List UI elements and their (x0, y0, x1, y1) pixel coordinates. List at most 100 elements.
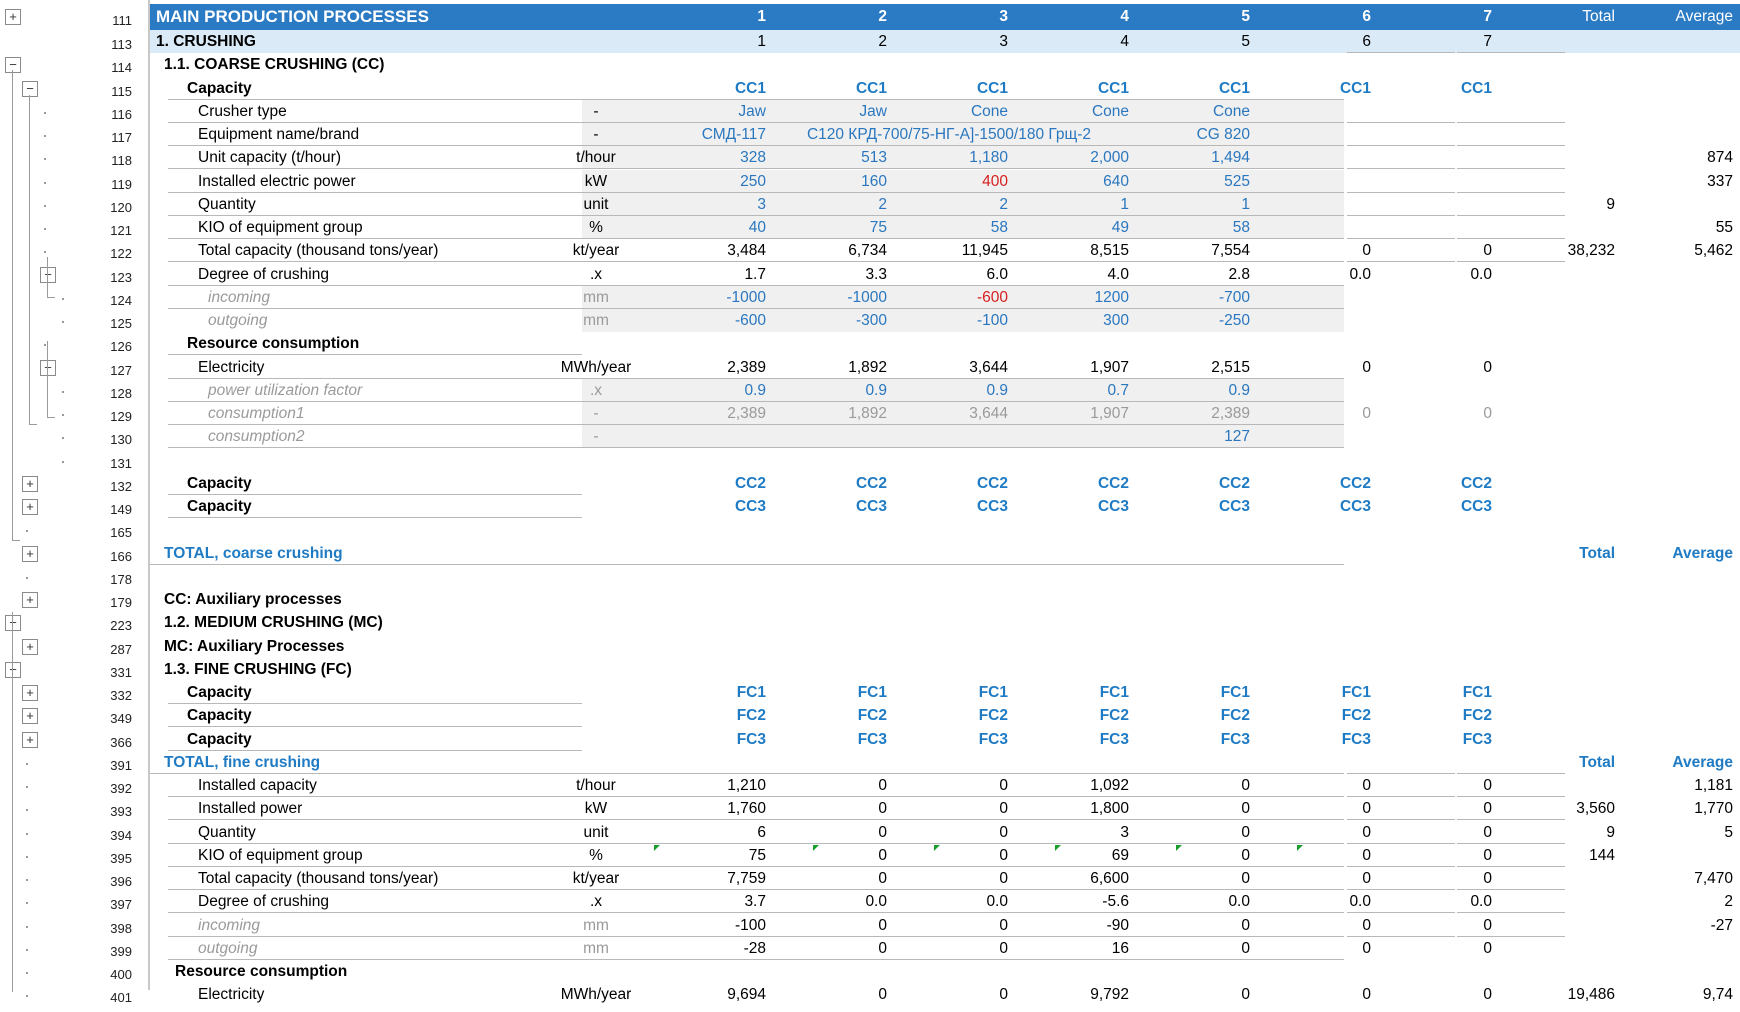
value-cell-col-6[interactable] (1253, 123, 1371, 146)
value-cell-col-2[interactable]: 3.3 (865, 265, 887, 283)
error-indicator-icon[interactable] (654, 844, 660, 851)
row-number[interactable]: 349 (110, 711, 132, 727)
value-cell-col-2[interactable]: -300 (855, 312, 887, 329)
unit-cell[interactable]: % (589, 846, 603, 864)
value-cell-col-3[interactable]: 6.0 (986, 265, 1008, 283)
value-cell-col-2[interactable]: 0 (878, 986, 887, 1004)
unit-cell[interactable]: - (593, 405, 599, 422)
value-cell-col-2[interactable]: 0 (878, 800, 887, 818)
unit-cell[interactable]: mm (583, 916, 609, 934)
value-cell-col-6[interactable]: 0 (1362, 405, 1371, 422)
value-cell-col-7[interactable] (1374, 123, 1492, 146)
unit-cell[interactable]: - (593, 428, 599, 446)
expand-plus-icon[interactable]: + (22, 545, 38, 562)
value-cell-col-6[interactable]: FC1 (1341, 684, 1371, 701)
value-cell-col-2[interactable] (769, 425, 887, 448)
row-number[interactable]: 120 (110, 199, 132, 215)
value-cell-col-4[interactable]: CC3 (1097, 498, 1129, 515)
value-cell-col-3[interactable]: 58 (990, 219, 1008, 236)
value-cell-col-6[interactable]: 0 (1362, 870, 1371, 887)
value-cell-col-1[interactable]: 2,389 (727, 405, 766, 422)
value-cell-col-5[interactable]: 0 (1241, 800, 1250, 818)
row-number[interactable]: 131 (110, 455, 132, 471)
value-cell-col-4[interactable]: 1,907 (1090, 405, 1129, 422)
value-cell-col-7[interactable] (1374, 286, 1492, 309)
value-cell-col-5[interactable]: 0 (1241, 916, 1250, 934)
value-cell-col-7[interactable]: FC3 (1462, 730, 1492, 748)
collapse-minus-icon[interactable]: − (22, 80, 38, 97)
row-number[interactable]: 132 (110, 478, 132, 494)
value-cell-col-4[interactable]: 69 (1111, 846, 1129, 864)
value-cell-col-3[interactable]: 0 (999, 916, 1008, 934)
value-cell-col-6[interactable]: 0 (1362, 916, 1371, 934)
expand-plus-icon[interactable]: + (22, 475, 38, 492)
value-cell-col-6[interactable]: 0 (1362, 986, 1371, 1004)
value-cell-col-5[interactable]: 0 (1241, 777, 1250, 794)
value-cell-col-1[interactable]: СМД-117 (701, 126, 766, 143)
unit-cell[interactable]: - (593, 102, 599, 120)
row-number[interactable]: 393 (110, 804, 132, 820)
average-cell[interactable]: 337 (1707, 172, 1733, 190)
value-cell-col-3[interactable]: 0.9 (986, 381, 1008, 399)
value-cell-col-5[interactable]: 7,554 (1211, 242, 1250, 260)
value-cell-col-7[interactable]: 0 (1483, 846, 1492, 864)
value-cell-col-4[interactable]: 16 (1111, 939, 1129, 957)
value-cell-col-7[interactable] (1374, 100, 1492, 123)
value-cell-col-5[interactable]: 0.0 (1228, 893, 1250, 911)
row-number[interactable]: 166 (110, 548, 132, 564)
value-cell-col-5[interactable]: -700 (1218, 288, 1250, 306)
collapse-minus-icon[interactable]: − (40, 359, 56, 376)
value-cell-col-3[interactable]: 3,644 (969, 405, 1008, 422)
value-cell-col-3[interactable]: 0 (999, 846, 1008, 864)
value-cell-col-1[interactable]: 40 (748, 219, 766, 236)
value-cell-col-5[interactable]: 0 (1241, 846, 1250, 864)
value-cell-col-2[interactable]: CC1 (855, 79, 887, 97)
value-cell-col-4[interactable]: -5.6 (1102, 893, 1129, 911)
row-number[interactable]: 124 (110, 292, 132, 308)
value-cell-col-7[interactable] (1374, 170, 1492, 193)
value-cell-col-7[interactable] (1374, 425, 1492, 448)
value-cell-col-1[interactable]: 1,210 (727, 777, 766, 794)
value-cell-col-5[interactable]: FC1 (1220, 684, 1250, 701)
value-cell-col-4[interactable] (1011, 123, 1129, 146)
value-cell-col-3[interactable]: 2 (999, 195, 1008, 213)
row-number[interactable]: 223 (110, 618, 132, 634)
total-cell[interactable]: Total (1579, 753, 1615, 771)
value-cell-col-3[interactable]: 0 (999, 777, 1008, 794)
value-cell-col-6[interactable] (1253, 170, 1371, 193)
value-cell-col-1[interactable]: CC1 (734, 79, 766, 97)
unit-cell[interactable]: - (593, 126, 599, 143)
average-cell[interactable]: 1,770 (1694, 800, 1733, 818)
unit-cell[interactable]: mm (583, 312, 609, 329)
total-cell[interactable]: 3,560 (1576, 800, 1615, 818)
value-cell-col-4[interactable]: 1200 (1094, 288, 1129, 306)
value-cell-col-2[interactable]: 0.0 (865, 893, 887, 911)
value-cell-col-5[interactable]: CG 820 (1196, 126, 1250, 143)
unit-cell[interactable]: unit (583, 823, 609, 841)
value-cell-col-2[interactable]: 1,892 (848, 405, 887, 422)
unit-cell[interactable]: mm (583, 939, 609, 957)
row-number[interactable]: 116 (111, 106, 132, 122)
value-cell-col-3[interactable]: CC3 (976, 498, 1008, 515)
value-cell-col-2[interactable]: 2 (878, 33, 887, 50)
average-cell[interactable]: 9,74 (1702, 986, 1733, 1004)
value-cell-col-2[interactable]: CC3 (855, 498, 887, 515)
row-number[interactable]: 128 (110, 385, 132, 401)
value-cell-col-7[interactable] (1374, 216, 1492, 239)
row-number[interactable]: 119 (111, 176, 132, 192)
unit-cell[interactable]: MWh/year (560, 358, 632, 376)
row-number[interactable]: 400 (110, 967, 132, 982)
value-cell-col-3[interactable]: FC1 (978, 684, 1008, 701)
value-cell-col-5[interactable]: 127 (1224, 428, 1250, 446)
value-cell-col-7[interactable]: 0 (1483, 242, 1492, 260)
value-cell-col-5[interactable]: 2.8 (1228, 265, 1250, 283)
value-cell-col-2[interactable]: -1000 (847, 288, 887, 306)
value-cell-col-3[interactable]: FC2 (978, 707, 1008, 725)
value-cell-col-3[interactable]: 3,644 (969, 358, 1008, 376)
average-cell[interactable]: Average (1672, 753, 1733, 771)
row-number[interactable]: 392 (110, 781, 132, 796)
value-cell-col-4[interactable]: 9,792 (1090, 986, 1129, 1004)
value-cell-col-7[interactable]: FC2 (1462, 707, 1492, 725)
value-cell-col-7[interactable]: 0 (1483, 870, 1492, 887)
value-cell-col-7[interactable]: 0 (1483, 823, 1492, 841)
